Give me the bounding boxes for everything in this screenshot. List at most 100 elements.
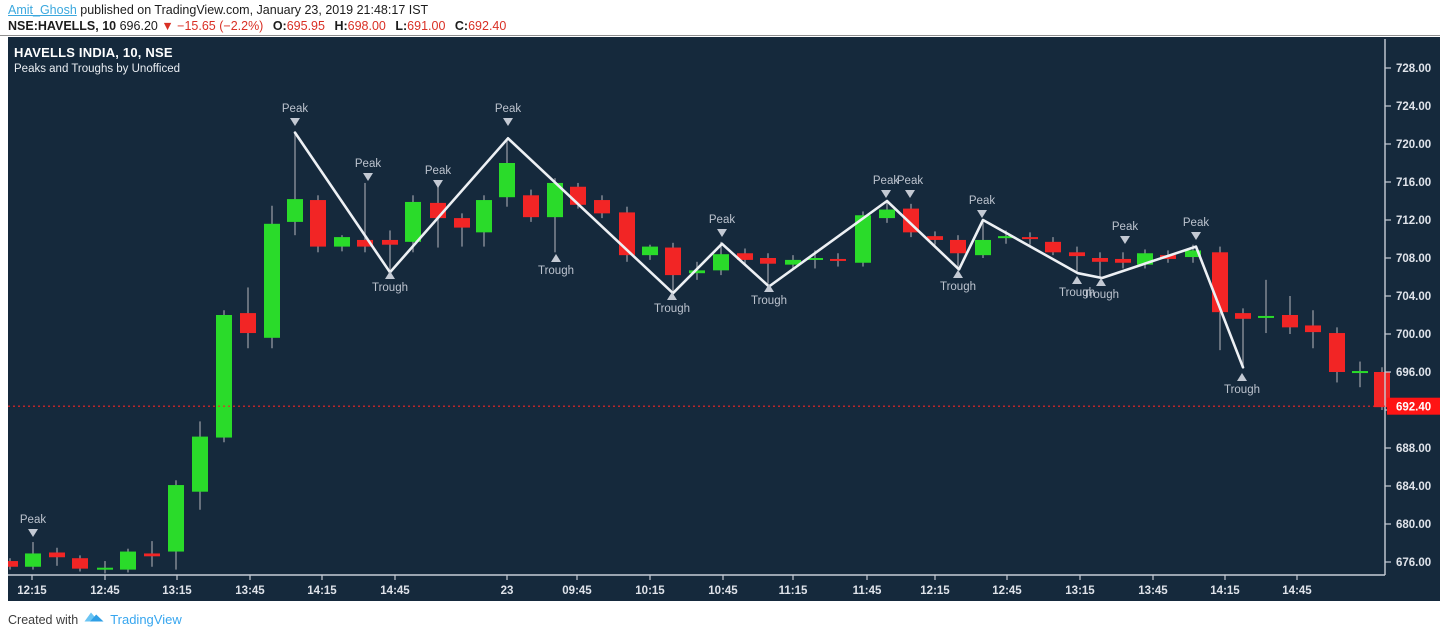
candle-body	[547, 182, 563, 218]
peak-label: Peak	[425, 165, 451, 177]
trough-label: Trough	[1059, 287, 1095, 299]
candle-body	[216, 315, 232, 438]
candle-body	[523, 195, 539, 218]
time-tick-label: 09:45	[562, 585, 592, 597]
candle-body	[49, 552, 65, 558]
peak-label: Peak	[495, 103, 521, 115]
price-tick-label: 716.00	[1396, 177, 1431, 189]
chart-canvas[interactable]: PeakPeakPeakTroughPeakPeakTroughTroughPe…	[8, 37, 1440, 601]
trough-label: Trough	[372, 282, 408, 294]
candle-body	[665, 247, 681, 276]
peak-label: Peak	[873, 175, 899, 187]
peak-label: Peak	[20, 514, 46, 526]
candle-body	[1329, 333, 1345, 372]
price-tick-label: 680.00	[1396, 519, 1431, 531]
peak-label: Peak	[897, 175, 923, 187]
price-change: ▼ −15.65 (−2.2%)	[161, 19, 264, 33]
candle-body	[830, 258, 846, 261]
price-tick-label: 700.00	[1396, 329, 1431, 341]
candle-body	[25, 553, 41, 567]
time-tick-label: 12:45	[90, 585, 120, 597]
time-tick-label: 14:15	[307, 585, 337, 597]
candle-body	[287, 199, 303, 222]
candle-body	[264, 223, 280, 338]
candle-body	[97, 567, 113, 570]
time-tick-label: 11:45	[853, 585, 882, 597]
candle-body	[950, 239, 966, 254]
time-tick-label: 13:45	[1138, 585, 1168, 597]
time-tick-label: 14:45	[1282, 585, 1312, 597]
trough-marker-icon	[953, 270, 963, 278]
low-value: 691.00	[407, 19, 446, 33]
candle-body	[1352, 371, 1368, 374]
candle-body	[120, 551, 136, 570]
time-tick-label: 13:15	[162, 585, 192, 597]
candle-body	[405, 201, 421, 242]
high-value: 698.00	[347, 19, 386, 33]
low-key: L:	[395, 19, 408, 33]
time-tick-label: 23	[501, 585, 514, 597]
candle-body	[927, 236, 943, 240]
indicator-name: Peaks and Troughs by Unofficed	[14, 63, 181, 75]
candle-body	[8, 561, 18, 567]
candle-body	[168, 485, 184, 552]
time-tick-label: 12:15	[17, 585, 47, 597]
candle-body	[713, 254, 729, 271]
time-tick-label: 13:15	[1065, 585, 1095, 597]
candle-body	[594, 200, 610, 214]
candle-body	[570, 186, 586, 205]
trough-marker-icon	[551, 254, 561, 262]
publish-line: Amit_Ghosh published on TradingView.com,…	[8, 3, 428, 17]
candle-body	[476, 200, 492, 233]
candle-body	[240, 313, 256, 334]
candle-body	[689, 270, 705, 274]
header: Amit_Ghosh published on TradingView.com,…	[0, 0, 1440, 36]
author-link[interactable]: Amit_Ghosh	[8, 3, 77, 17]
candle-body	[1045, 241, 1061, 253]
close-key: C:	[454, 19, 469, 33]
trough-label: Trough	[538, 265, 574, 277]
candle-body	[1022, 237, 1038, 240]
candle-body	[1069, 252, 1085, 257]
time-tick-label: 14:45	[380, 585, 410, 597]
candle-body	[454, 218, 470, 228]
trough-marker-icon	[1096, 278, 1106, 286]
candle-body	[357, 239, 373, 247]
price-tick-label: 708.00	[1396, 253, 1431, 265]
trough-marker-icon	[667, 292, 677, 300]
candle-body	[192, 436, 208, 492]
candle-body	[1258, 315, 1274, 318]
peak-marker-icon	[977, 210, 987, 218]
trough-marker-icon	[1237, 373, 1247, 381]
peak-label: Peak	[1183, 217, 1209, 229]
peak-marker-icon	[717, 229, 727, 237]
candle-body	[785, 259, 801, 265]
peak-marker-icon	[363, 173, 373, 181]
candle-body	[1235, 313, 1251, 319]
price-tick-label: 728.00	[1396, 63, 1431, 75]
price-tick-label: 696.00	[1396, 367, 1431, 379]
open-key: O:	[272, 19, 287, 33]
trough-label: Trough	[1224, 384, 1260, 396]
peak-marker-icon	[433, 180, 443, 188]
time-tick-label: 10:15	[635, 585, 665, 597]
candle-body	[975, 239, 991, 256]
published-text: published on TradingView.com, January 23…	[80, 3, 429, 17]
tradingview-link[interactable]: TradingView	[110, 612, 182, 627]
candle-body	[760, 258, 776, 264]
trough-marker-icon	[385, 271, 395, 279]
peak-marker-icon	[1191, 232, 1201, 240]
created-with-text: Created with	[8, 612, 79, 627]
price-tick-label: 676.00	[1396, 557, 1431, 569]
candle-body	[1305, 325, 1321, 333]
chart-title: HAVELLS INDIA, 10, NSE	[14, 45, 173, 60]
peak-marker-icon	[503, 118, 513, 126]
peak-label: Peak	[355, 158, 381, 170]
candle-body	[1137, 253, 1153, 265]
trough-label: Trough	[751, 295, 787, 307]
open-value: 695.95	[286, 19, 325, 33]
candle-body	[499, 163, 515, 198]
last-price-badge-label: 692.40	[1396, 402, 1431, 414]
trough-marker-icon	[764, 284, 774, 292]
